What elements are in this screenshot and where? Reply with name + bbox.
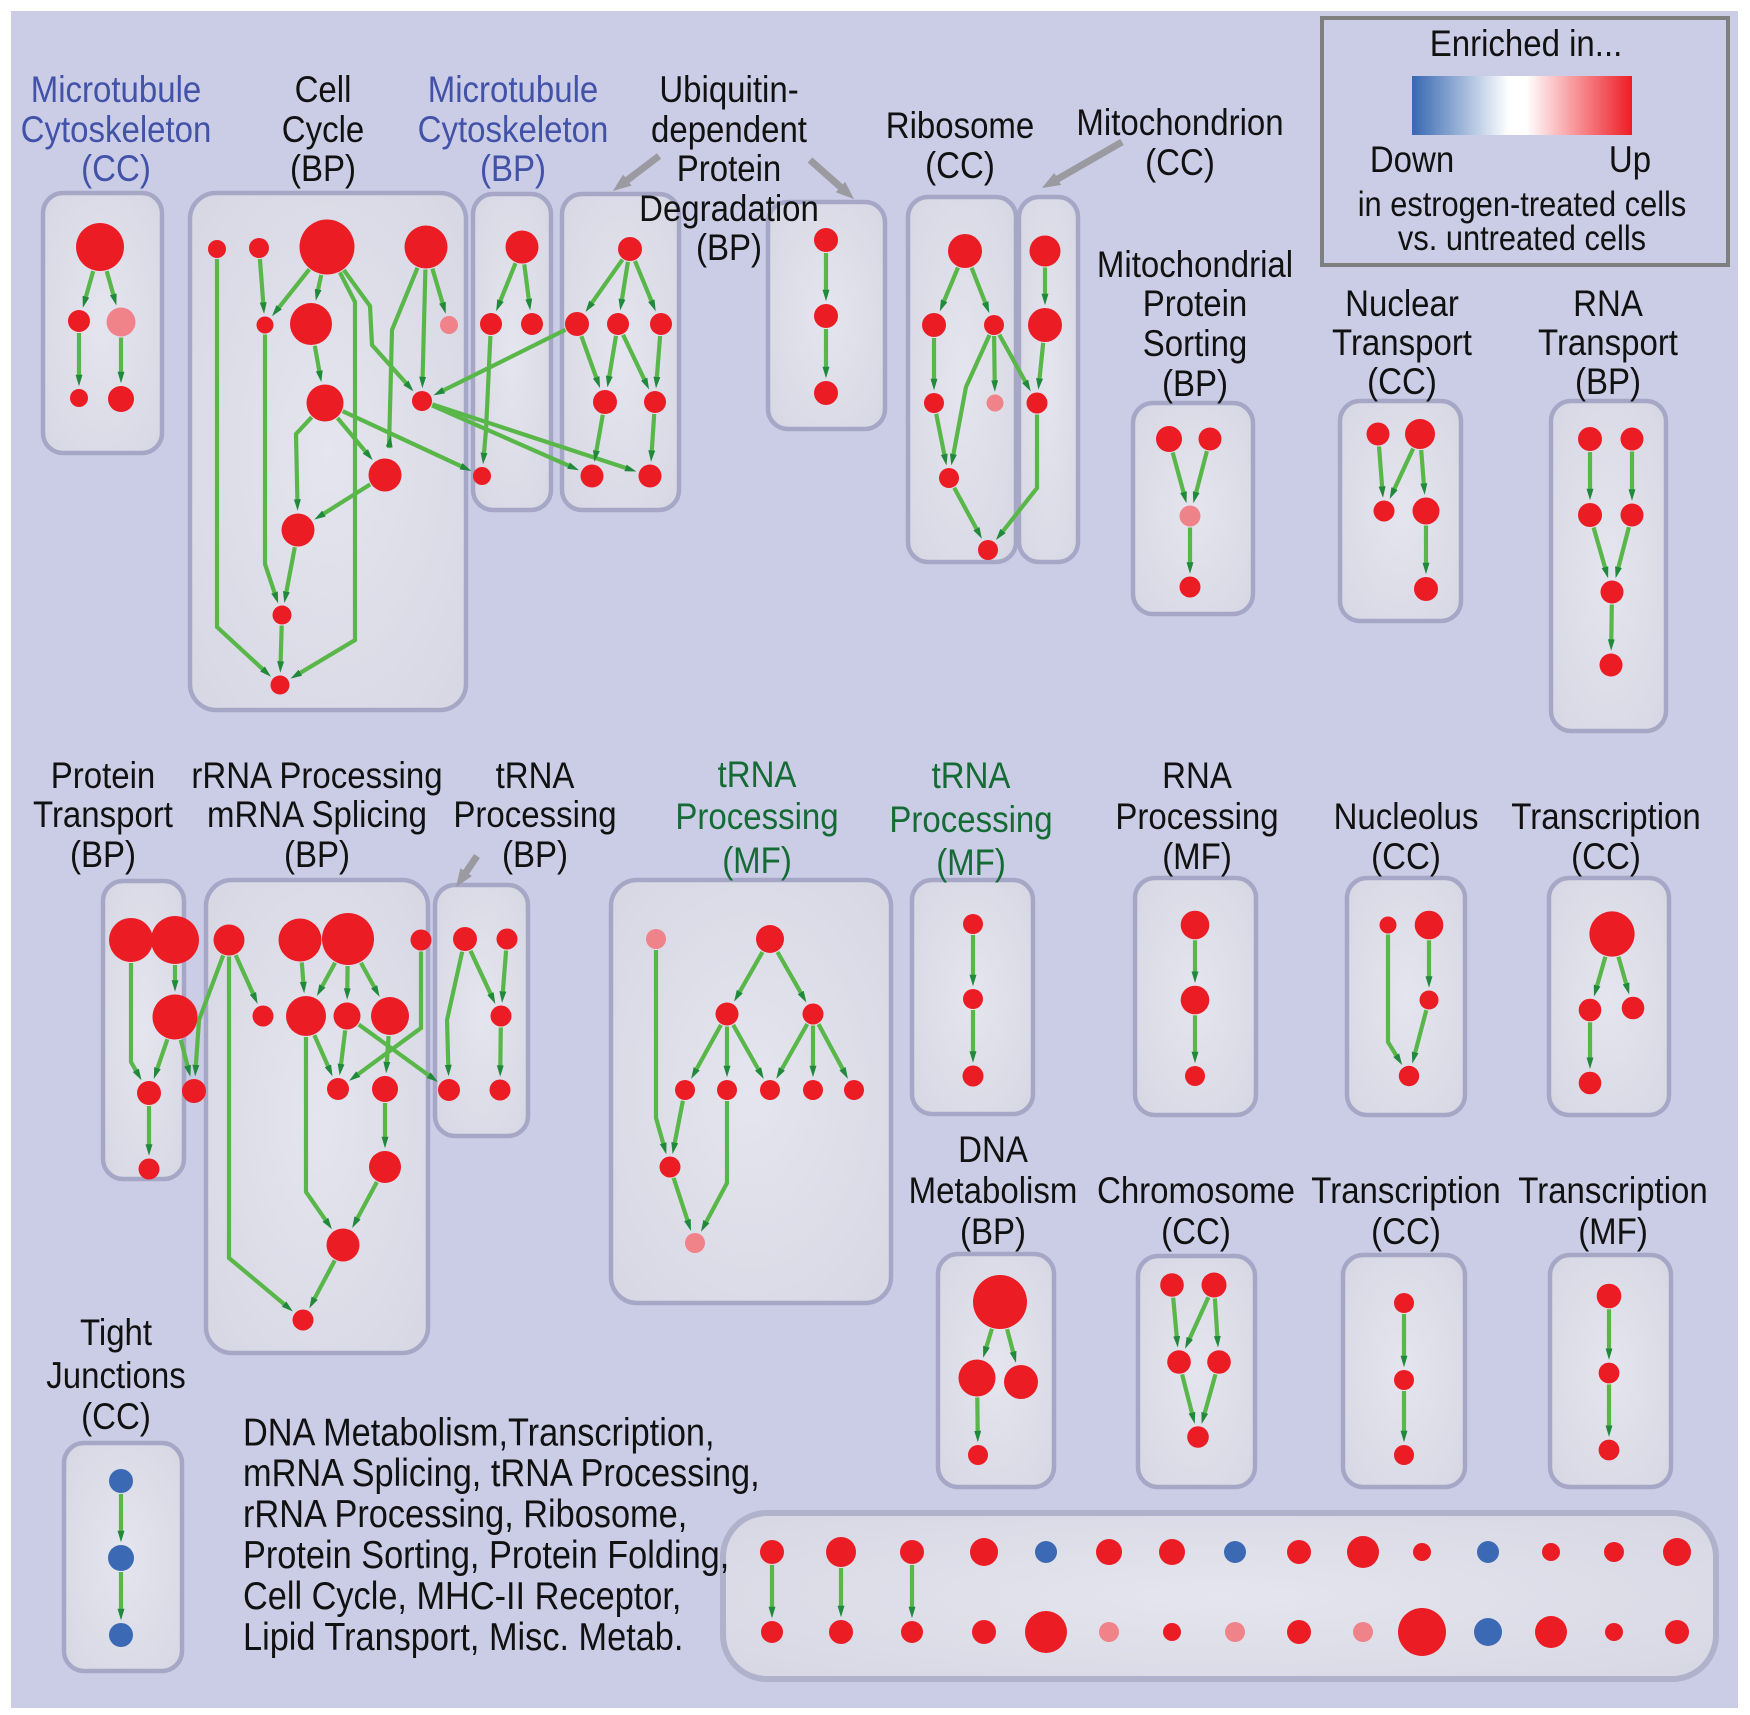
svg-text:Protein: Protein xyxy=(51,755,156,796)
svg-text:Sorting: Sorting xyxy=(1143,323,1248,364)
svg-text:(BP): (BP) xyxy=(696,227,762,268)
svg-text:Ubiquitin-: Ubiquitin- xyxy=(659,69,798,110)
svg-text:(BP): (BP) xyxy=(70,834,136,875)
svg-text:(CC): (CC) xyxy=(1371,1211,1441,1252)
svg-text:Nucleolus: Nucleolus xyxy=(1334,796,1479,837)
svg-text:(MF): (MF) xyxy=(936,842,1006,883)
svg-text:mRNA Splicing: mRNA Splicing xyxy=(207,794,427,835)
svg-text:Protein: Protein xyxy=(677,148,782,189)
svg-text:tRNA: tRNA xyxy=(932,755,1011,796)
svg-text:RNA: RNA xyxy=(1573,283,1643,324)
svg-text:Microtubule: Microtubule xyxy=(31,69,202,110)
svg-text:(CC): (CC) xyxy=(1145,142,1215,183)
svg-text:(CC): (CC) xyxy=(925,145,995,186)
svg-text:Nuclear: Nuclear xyxy=(1345,283,1459,324)
svg-text:Microtubule: Microtubule xyxy=(428,69,599,110)
svg-text:(BP): (BP) xyxy=(1575,361,1641,402)
svg-text:(BP): (BP) xyxy=(284,834,350,875)
svg-text:Enriched in...: Enriched in... xyxy=(1430,23,1623,64)
svg-text:(BP): (BP) xyxy=(290,148,356,189)
svg-text:DNA Metabolism,Transcription,: DNA Metabolism,Transcription, xyxy=(243,1410,715,1454)
svg-text:Down: Down xyxy=(1370,139,1454,180)
svg-text:Ribosome: Ribosome xyxy=(886,105,1035,146)
svg-text:Cycle: Cycle xyxy=(282,109,365,150)
svg-text:(CC): (CC) xyxy=(81,148,151,189)
svg-text:(MF): (MF) xyxy=(1578,1211,1648,1252)
svg-text:Tight: Tight xyxy=(80,1312,152,1353)
svg-text:(CC): (CC) xyxy=(1371,836,1441,877)
svg-text:rRNA Processing, Ribosome,: rRNA Processing, Ribosome, xyxy=(243,1492,687,1536)
svg-text:mRNA Splicing, tRNA Processing: mRNA Splicing, tRNA Processing, xyxy=(243,1451,760,1495)
svg-text:Mitochondrion: Mitochondrion xyxy=(1076,102,1283,143)
svg-text:RNA: RNA xyxy=(1162,755,1232,796)
svg-text:rRNA Processing: rRNA Processing xyxy=(191,755,442,796)
svg-text:Processing: Processing xyxy=(889,799,1052,840)
svg-text:tRNA: tRNA xyxy=(496,755,575,796)
svg-text:(CC): (CC) xyxy=(1161,1211,1231,1252)
svg-text:Transcription: Transcription xyxy=(1511,796,1700,837)
svg-text:(MF): (MF) xyxy=(722,840,792,881)
svg-text:Metabolism: Metabolism xyxy=(909,1170,1078,1211)
svg-text:Transcription: Transcription xyxy=(1311,1170,1500,1211)
svg-text:Processing: Processing xyxy=(1115,796,1278,837)
svg-text:Protein Sorting, Protein Foldi: Protein Sorting, Protein Folding, xyxy=(243,1533,729,1577)
svg-text:(CC): (CC) xyxy=(81,1396,151,1437)
svg-text:Transport: Transport xyxy=(1332,322,1472,363)
svg-text:DNA: DNA xyxy=(958,1129,1028,1170)
svg-text:Up: Up xyxy=(1609,139,1651,180)
svg-text:in estrogen-treated cells: in estrogen-treated cells xyxy=(1358,184,1687,223)
svg-text:Processing: Processing xyxy=(675,796,838,837)
svg-text:(BP): (BP) xyxy=(502,834,568,875)
svg-text:(CC): (CC) xyxy=(1571,836,1641,877)
svg-text:Mitochondrial: Mitochondrial xyxy=(1097,244,1293,285)
svg-text:Protein: Protein xyxy=(1143,283,1248,324)
svg-text:(BP): (BP) xyxy=(480,148,546,189)
svg-text:Transport: Transport xyxy=(33,794,173,835)
svg-text:Processing: Processing xyxy=(453,794,616,835)
svg-text:dependent: dependent xyxy=(651,109,807,150)
svg-text:Degradation: Degradation xyxy=(639,188,819,229)
svg-text:(BP): (BP) xyxy=(960,1211,1026,1252)
svg-text:Cytoskeleton: Cytoskeleton xyxy=(21,109,212,150)
svg-text:(CC): (CC) xyxy=(1367,361,1437,402)
svg-text:(BP): (BP) xyxy=(1162,363,1228,404)
svg-text:(MF): (MF) xyxy=(1162,836,1232,877)
svg-text:Cell Cycle, MHC-II Receptor,: Cell Cycle, MHC-II Receptor, xyxy=(243,1574,681,1618)
svg-text:Cell: Cell xyxy=(295,69,352,110)
svg-text:Chromosome: Chromosome xyxy=(1097,1170,1295,1211)
svg-text:Junctions: Junctions xyxy=(46,1355,185,1396)
svg-text:Lipid Transport, Misc. Metab.: Lipid Transport, Misc. Metab. xyxy=(243,1615,683,1659)
svg-text:vs. untreated cells: vs. untreated cells xyxy=(1398,218,1646,257)
svg-text:Cytoskeleton: Cytoskeleton xyxy=(418,109,609,150)
svg-text:tRNA: tRNA xyxy=(718,754,797,795)
svg-text:Transcription: Transcription xyxy=(1518,1170,1707,1211)
svg-text:Transport: Transport xyxy=(1538,322,1678,363)
